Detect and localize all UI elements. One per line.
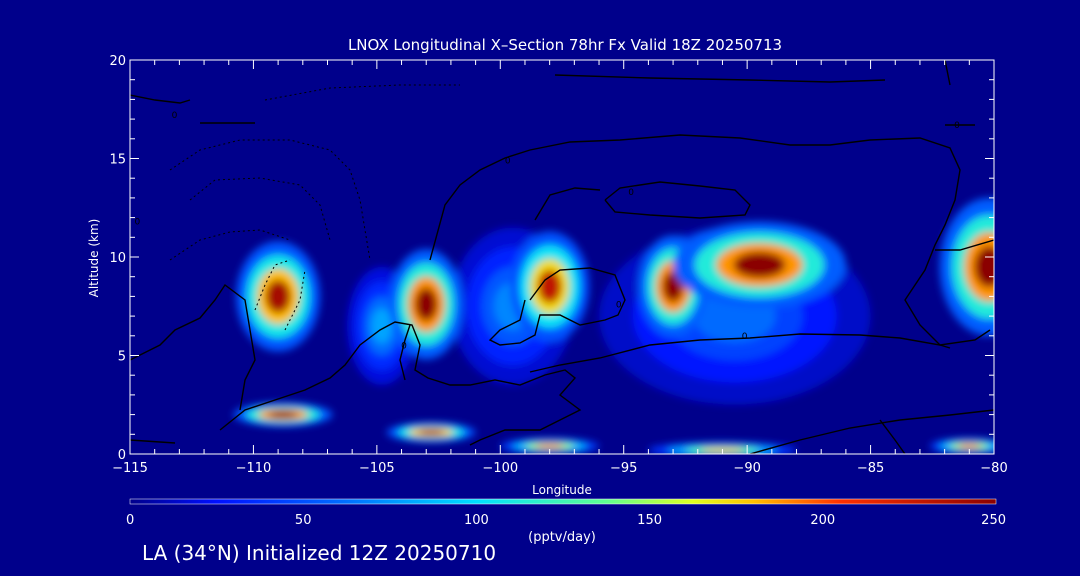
contour-dashed [189,177,331,241]
chart-title: LNOX Longitudinal X–Section 78hr Fx Vali… [348,36,782,54]
contour-line [935,239,994,251]
contour-labels: 0 0 0 0 0 0 0 0 [135,111,961,351]
contour-line [130,439,176,444]
x-tick-label: −115 [112,461,148,476]
plot-area: 0 0 0 0 0 0 0 0 [130,60,994,454]
y-tick-label: 20 [109,54,126,69]
y-tick-label: 10 [109,251,126,266]
contour-line [130,283,256,411]
heat-cell [371,308,393,344]
contour-value-label: 0 [954,121,960,131]
colorbar-tick-label: 250 [981,513,1006,528]
contour-dashed [264,84,460,101]
contour-layer [130,60,994,454]
x-axis: −115 −110 −105 −100 −95 −90 −85 −80 [112,60,1008,476]
contour-line [534,187,601,221]
heat-cell [537,270,562,304]
x-tick-label: −110 [236,461,272,476]
colorbar-tick-label: 150 [637,513,662,528]
contour-line [488,267,626,346]
x-tick-label: −100 [482,461,518,476]
x-tick-label: −85 [857,461,884,476]
x-tick-label: −90 [733,461,760,476]
colorbar-tick-label: 50 [295,513,312,528]
contour-line [219,321,582,446]
contour-value-label: 0 [616,300,622,310]
heat-cell [957,443,982,449]
colorbar-label: (pptv/day) [528,530,596,545]
heat-cell [415,287,438,321]
contour-line [529,333,951,373]
contour-line [429,134,991,346]
contour-value-label: 0 [505,156,511,166]
colorbar-tick-label: 200 [810,513,835,528]
colorbar: 0 50 100 150 200 250 (pptv/day) [126,498,1006,545]
x-tick-label: −95 [610,461,637,476]
heat-cell [974,246,994,288]
y-tick-label: 0 [118,448,126,463]
colorbar-tick-label: 100 [464,513,489,528]
colorbar-tick-label: 0 [126,513,134,528]
colorbar-strip [129,498,997,505]
heat-layer [233,197,994,454]
contour-line [749,409,994,454]
y-tick-label: 5 [118,350,126,365]
contour-value-label: 0 [172,111,178,121]
contour-line [554,74,886,83]
x-axis-label: Longitude [532,483,592,497]
contour-line [130,94,191,104]
contour-line [944,60,951,86]
y-axis-label: Altitude (km) [87,219,101,298]
contour-value-label: 0 [742,332,748,342]
contour-value-label: 0 [401,342,407,352]
heat-cell [534,443,565,449]
contour-line [879,419,906,454]
colorbar-ticks: 0 50 100 150 200 250 [126,513,1006,528]
x-tick-label: −105 [359,461,395,476]
contour-value-label: 0 [135,218,141,228]
contour-value-label: 0 [628,188,634,198]
y-tick-label: 15 [109,153,126,168]
y-axis: 0 5 10 15 20 [109,54,994,463]
contour-line [399,324,411,381]
heat-cell [733,251,786,278]
contour-line [604,181,751,219]
heat-cell [265,279,291,313]
heat-cell [417,429,445,436]
x-tick-label: −80 [980,461,1007,476]
contour-dashed [284,269,306,331]
heat-cell [268,411,298,419]
run-info-text: LA (34°N) Initialized 12Z 20250710 [142,541,497,565]
